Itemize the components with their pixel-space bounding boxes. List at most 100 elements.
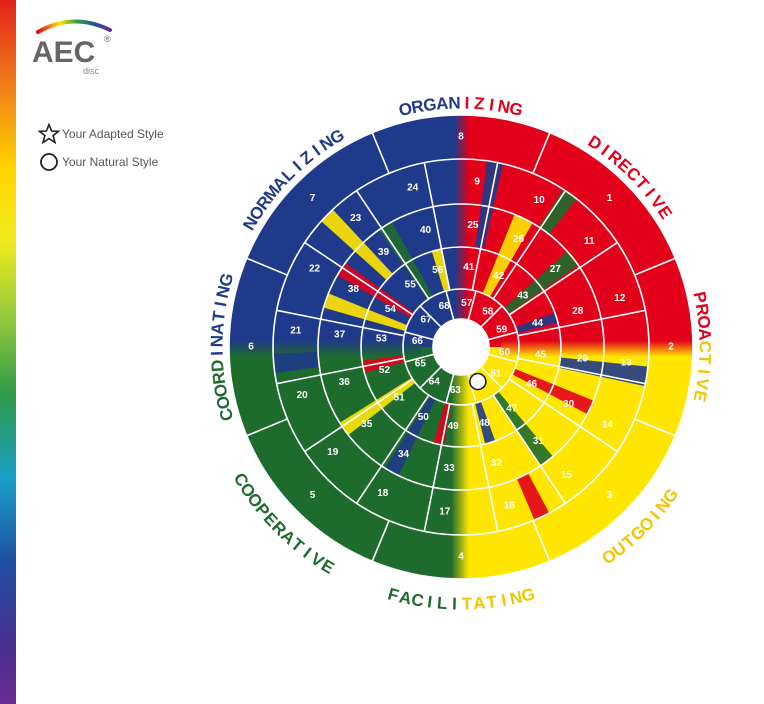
color-spectrum-bar [0, 0, 16, 704]
axis-label-letter: I [452, 594, 458, 613]
segment-number: 41 [463, 262, 475, 273]
axis-label-letter: I [488, 95, 496, 115]
segment-number: 59 [496, 325, 508, 336]
svg-text:®: ® [104, 34, 111, 44]
segment-number: 23 [350, 213, 362, 224]
segment-number: 2 [668, 342, 674, 353]
legend-adapted-label: Your Adapted Style [62, 127, 164, 141]
aec-disc-logo: AEC ® disc [28, 14, 118, 84]
segment-number: 57 [461, 298, 473, 309]
segment-number: 26 [513, 234, 525, 245]
axis-label-letter: A [695, 328, 715, 342]
segment-number: 42 [493, 271, 505, 282]
axis-label-letter: O [397, 99, 415, 121]
axis-label-letter: G [519, 584, 537, 606]
segment-number: 10 [534, 195, 546, 206]
segment-number: 22 [309, 263, 321, 274]
segment-number: 34 [398, 449, 410, 460]
segment-number: 48 [479, 418, 491, 429]
axis-label-letter: R [410, 96, 426, 117]
segment-number: 33 [444, 463, 456, 474]
segment-number: 36 [339, 377, 351, 388]
segment-number: 68 [439, 301, 451, 312]
axis-label-letter: O [694, 314, 714, 330]
segment-number: 39 [378, 247, 390, 258]
segment-number: 18 [377, 488, 389, 499]
segment-number: 61 [490, 368, 502, 379]
segment-number: 5 [310, 490, 316, 501]
segment-number: 51 [394, 392, 406, 403]
axis-label-letter: I [426, 592, 433, 611]
segment-number: 43 [517, 291, 529, 302]
segment-number: 45 [535, 349, 547, 360]
segment-number: 53 [376, 334, 388, 345]
legend-natural-label: Your Natural Style [62, 155, 159, 169]
segment-number: 55 [405, 280, 417, 291]
axis-label-letter: I [694, 368, 713, 375]
segment-number: 38 [348, 284, 360, 295]
segment-number: 49 [448, 421, 460, 432]
segment-number: 21 [290, 325, 302, 336]
axis-label-letter: T [485, 592, 498, 612]
segment-number: 15 [561, 470, 573, 481]
axis-label-letter: O [210, 382, 231, 399]
legend-adapted-style: Your Adapted Style [36, 120, 164, 148]
segment-number: 44 [532, 318, 544, 329]
segment-number: 40 [420, 225, 432, 236]
star-outline-icon [36, 123, 62, 145]
segment-number: 4 [458, 552, 464, 563]
axis-label-letter: L [436, 593, 448, 613]
segment-number: 60 [499, 347, 511, 358]
axis-label-letter: T [209, 309, 229, 322]
natural-style-marker [469, 372, 487, 391]
segment-number: 11 [584, 236, 595, 247]
axis-label-letter: N [207, 334, 226, 347]
segment-number: 17 [439, 507, 451, 518]
segment-number: 3 [607, 490, 613, 501]
segment-number: 58 [482, 307, 494, 318]
segment-number: 7 [310, 193, 316, 204]
axis-label-letter: O [213, 393, 235, 411]
segment-number: 20 [297, 390, 309, 401]
segment-number: 54 [385, 304, 397, 315]
axis-label-letter: E [689, 389, 710, 404]
segment-number: 16 [504, 500, 516, 511]
segment-number: 67 [421, 315, 433, 326]
axis-label-letter: C [216, 406, 238, 424]
segment-number: 46 [526, 379, 538, 390]
axis-label-letter: F [386, 584, 401, 605]
segment-number: 6 [248, 342, 254, 353]
axis-label-letter: N [448, 93, 461, 112]
axis-label-letter: N [496, 96, 512, 117]
axis-label-letter: D [208, 358, 228, 372]
segment-number: 1 [607, 193, 613, 204]
axis-label-letter: V [692, 377, 713, 392]
segment-number: 29 [577, 353, 589, 364]
axis-label-letter: R [209, 370, 229, 385]
axis-label-letter: I [500, 591, 508, 611]
axis-label-letter: P [689, 290, 710, 305]
axis-label-letter: I [211, 300, 231, 309]
svg-text:AEC: AEC [32, 36, 95, 69]
axis-label-letter: G [507, 99, 525, 121]
axis-label-letter: N [508, 587, 525, 608]
axis-label-letter: C [696, 341, 715, 354]
segment-number: 37 [334, 330, 346, 341]
segment-number: 66 [412, 336, 424, 347]
axis-label-letter: I [208, 350, 227, 356]
segment-number: 65 [415, 358, 427, 369]
segment-number: 50 [418, 412, 430, 423]
axis-label-letter: C [410, 590, 426, 611]
legend-natural-style: Your Natural Style [36, 148, 164, 176]
segment-number: 25 [467, 220, 479, 231]
segment-number: 35 [361, 419, 373, 430]
segment-number: 9 [474, 176, 480, 187]
segment-number: 27 [550, 264, 562, 275]
axis-label-letter: T [695, 353, 715, 365]
segment-number: 8 [458, 132, 464, 143]
segment-number: 12 [614, 293, 626, 304]
segment-number: 47 [506, 403, 518, 414]
segment-number: 63 [450, 385, 462, 396]
segment-number: 56 [432, 265, 444, 276]
